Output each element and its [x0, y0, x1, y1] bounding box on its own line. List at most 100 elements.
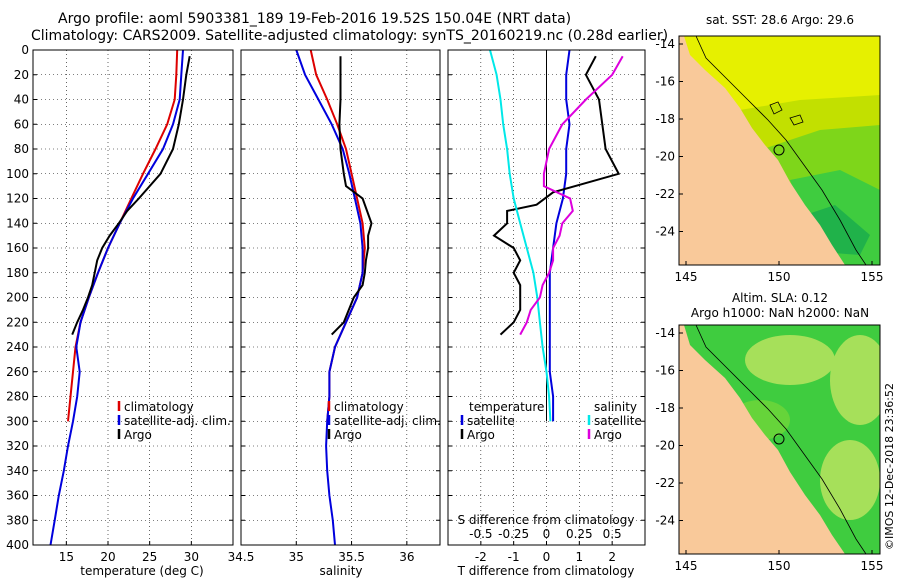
temperature-panel: 0 20 40 60 80 100 120 140 160 180 200 220 240 260 280 3… — [6, 43, 234, 564]
legend-satellite: satellite-adj. clim. — [124, 414, 231, 428]
map-x-tick-label: 145 — [675, 270, 698, 284]
x-tick-label: 36 — [399, 550, 414, 564]
y-tick-label: 200 — [6, 291, 29, 305]
argo-location-marker — [773, 433, 785, 445]
map-y-tick-label: -20 — [655, 150, 675, 164]
map-y-tick-label: -22 — [655, 476, 675, 490]
map-x-tick-label: 155 — [861, 270, 884, 284]
x2-tick-label: 0.5 — [603, 527, 622, 541]
map-y-tick-label: -20 — [655, 439, 675, 453]
legend-argo: Argo — [334, 428, 362, 442]
salinity-xlabel: salinity — [319, 564, 362, 578]
x-tick-label: 35.5 — [338, 550, 365, 564]
x2-tick-label: 0 — [543, 527, 551, 541]
argo-location-marker — [773, 144, 785, 156]
sla-map: 145 150 155 -14 -16 -18 -20 -22 -24 — [655, 324, 884, 573]
x-tick-label: 0 — [543, 550, 551, 564]
y-tick-label: 160 — [6, 241, 29, 255]
y-tick-label: 280 — [6, 390, 29, 404]
x-tick-label: -1 — [508, 550, 520, 564]
legend-salinity-heading: salinity — [594, 400, 637, 414]
map-y-tick-label: -18 — [655, 401, 675, 415]
series-t-argo — [492, 55, 621, 336]
y-tick-label: 100 — [6, 167, 29, 181]
y-tick-label: 180 — [6, 266, 29, 280]
x-tick-label: 25 — [142, 550, 157, 564]
x-tick-label: 20 — [100, 550, 115, 564]
salinity-legend: climatology satellite-adj. clim. Argo — [327, 400, 441, 442]
panel-frame — [32, 49, 234, 546]
map-y-tick-label: -18 — [655, 112, 675, 126]
map-y-tick-label: -14 — [655, 326, 675, 340]
temperature-legend: climatology satellite-adj. clim. Argo — [117, 400, 231, 442]
x-tick-label: 34.5 — [228, 550, 255, 564]
map-x-tick-label: 150 — [768, 559, 791, 573]
series-climatology — [67, 49, 179, 422]
y-tick-label: 340 — [6, 464, 29, 478]
map-x-tick-label: 150 — [768, 270, 791, 284]
sst-map: 145 150 155 -14 -16 -18 -20 -22 -24 — [655, 35, 884, 284]
x-tick-label: 30 — [184, 550, 199, 564]
y-tick-label: 400 — [6, 538, 29, 552]
temperature-xlabel: temperature (deg C) — [80, 564, 203, 578]
x-tick-label: -2 — [475, 550, 487, 564]
shelf-contour — [695, 325, 867, 554]
x-tick-label: 2 — [608, 550, 616, 564]
map-y-tick-label: -16 — [655, 75, 675, 89]
figure-title-line1: Argo profile: aoml 5903381_189 19-Feb-20… — [58, 11, 571, 27]
y-tick-label: 0 — [21, 43, 29, 57]
series-s-satellite — [489, 49, 552, 422]
legend-climatology: climatology — [334, 400, 404, 414]
legend-satellite: satellite-adj. clim. — [334, 414, 441, 428]
y-tick-label: 140 — [6, 216, 29, 230]
series-satellite-adj-clim- — [295, 49, 364, 546]
y-tick-label: 300 — [6, 414, 29, 428]
sst-map-title: sat. SST: 28.6 Argo: 29.6 — [706, 13, 854, 27]
panel-frame — [240, 49, 441, 546]
map-y-tick-label: -24 — [655, 225, 675, 239]
series-s-argo — [519, 55, 624, 336]
y-tick-label: 380 — [6, 513, 29, 527]
x-tick-label: 1 — [576, 550, 584, 564]
sla-map-title-line2: Argo h1000: NaN h2000: NaN — [691, 306, 869, 320]
series-climatology — [309, 49, 366, 422]
series-t-satellite — [548, 49, 571, 422]
y-tick-label: 360 — [6, 489, 29, 503]
sla-high-anomaly — [745, 335, 835, 385]
legend-s-argo: Argo — [594, 428, 622, 442]
x2-tick-label: 0.25 — [566, 527, 593, 541]
y-tick-label: 120 — [6, 192, 29, 206]
y-tick-label: 20 — [14, 68, 29, 82]
y-tick-label: 220 — [6, 315, 29, 329]
x2-tick-label: -0.25 — [498, 527, 529, 541]
difference-x2label: S difference from climatology — [458, 513, 635, 527]
map-y-tick-label: -14 — [655, 37, 675, 51]
legend-t-argo: Argo — [467, 428, 495, 442]
y-tick-label: 320 — [6, 439, 29, 453]
y-tick-label: 240 — [6, 340, 29, 354]
panel-frame — [447, 49, 646, 546]
map-x-tick-label: 155 — [861, 559, 884, 573]
difference-panel: -2 -1 0 1 2 -0.5 -0.25 0 0.25 0.5 — [447, 49, 646, 564]
legend-s-satellite: satellite — [594, 414, 642, 428]
sla-high-anomaly-east — [830, 335, 880, 425]
figure-title-line2: Climatology: CARS2009. Satellite-adjuste… — [31, 28, 668, 44]
x-tick-label: 15 — [59, 550, 74, 564]
legend-t-satellite: satellite — [467, 414, 515, 428]
legend-climatology: climatology — [124, 400, 194, 414]
land-mass — [679, 325, 845, 554]
series-argo — [330, 56, 373, 336]
y-tick-label: 80 — [14, 142, 29, 156]
series-argo — [71, 56, 191, 335]
map-y-tick-label: -22 — [655, 187, 675, 201]
difference-xlabel: T difference from climatology — [457, 564, 635, 578]
land-mass — [679, 36, 845, 265]
sla-high-anomaly-south — [820, 440, 880, 520]
y-tick-label: 260 — [6, 365, 29, 379]
difference-legend: temperature satellite Argo salinity sate… — [460, 400, 642, 442]
x2-tick-label: -0.5 — [469, 527, 492, 541]
map-y-tick-label: -16 — [655, 364, 675, 378]
y-tick-label: 40 — [14, 93, 29, 107]
series-satellite-adj-clim- — [49, 49, 184, 546]
